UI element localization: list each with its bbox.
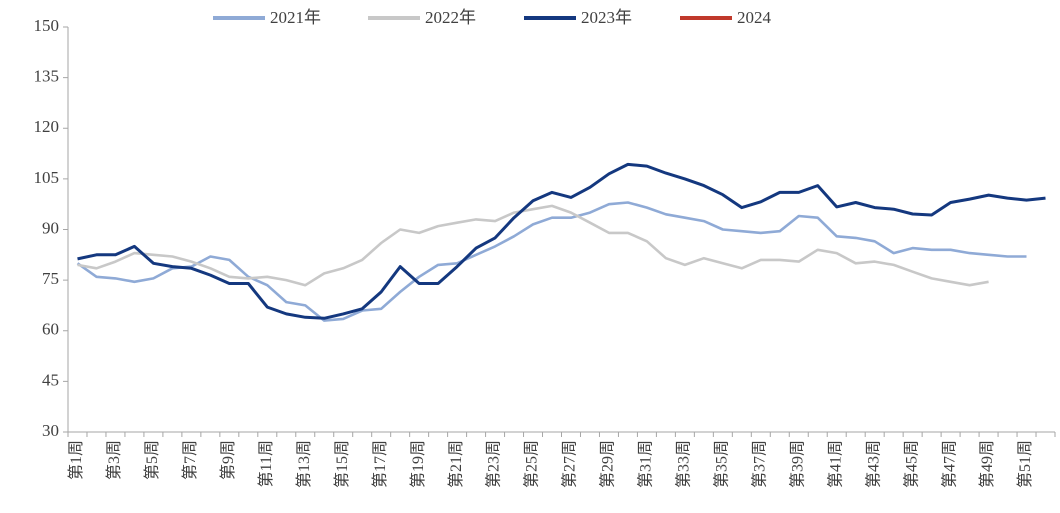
x-tick-label: 第45周 (902, 440, 920, 488)
y-tick-label: 60 (42, 320, 59, 339)
x-tick-label: 第21周 (447, 440, 465, 488)
x-tick-label: 第49周 (978, 440, 996, 488)
x-tick-label: 第43周 (864, 440, 882, 488)
y-tick-label: 120 (34, 117, 60, 136)
y-tick-label: 45 (42, 370, 59, 389)
y-tick-label: 135 (34, 67, 60, 86)
x-tick-label: 第7周 (181, 440, 199, 480)
x-tick-label: 第31周 (637, 440, 655, 488)
x-tick-label: 第3周 (105, 440, 123, 480)
series-line (76, 201, 1027, 322)
x-tick-label: 第47周 (940, 440, 958, 488)
x-tick-label: 第11周 (257, 440, 275, 487)
legend-label: 2024 (737, 8, 772, 27)
x-tick-label: 第17周 (371, 440, 389, 488)
x-tick-label: 第19周 (409, 440, 427, 488)
x-tick-label: 第51周 (1016, 440, 1034, 488)
y-tick-label: 75 (42, 269, 59, 288)
x-tick-label: 第1周 (67, 440, 85, 480)
legend-label: 2023年 (581, 8, 632, 27)
y-tick-label: 90 (42, 218, 59, 237)
y-tick-label: 105 (34, 168, 60, 187)
series-line (77, 162, 1046, 320)
x-tick-label: 第29周 (599, 440, 617, 488)
x-tick-label: 第27周 (561, 440, 579, 488)
x-tick-label: 第13周 (295, 440, 313, 488)
x-tick-label: 第41周 (826, 440, 844, 488)
x-tick-label: 第37周 (750, 440, 768, 488)
x-tick-label: 第23周 (485, 440, 503, 488)
x-tick-label: 第25周 (523, 440, 541, 488)
x-tick-label: 第15周 (333, 440, 351, 488)
x-tick-label: 第35周 (713, 440, 731, 488)
x-tick-label: 第5周 (143, 440, 161, 480)
y-tick-label: 150 (34, 16, 60, 35)
x-tick-label: 第39周 (788, 440, 806, 488)
x-tick-label: 第33周 (675, 440, 693, 488)
legend-label: 2021年 (270, 8, 321, 27)
series-line (77, 204, 989, 287)
legend-label: 2022年 (425, 8, 476, 27)
x-tick-label: 第9周 (219, 440, 237, 480)
y-tick-label: 30 (42, 421, 59, 440)
